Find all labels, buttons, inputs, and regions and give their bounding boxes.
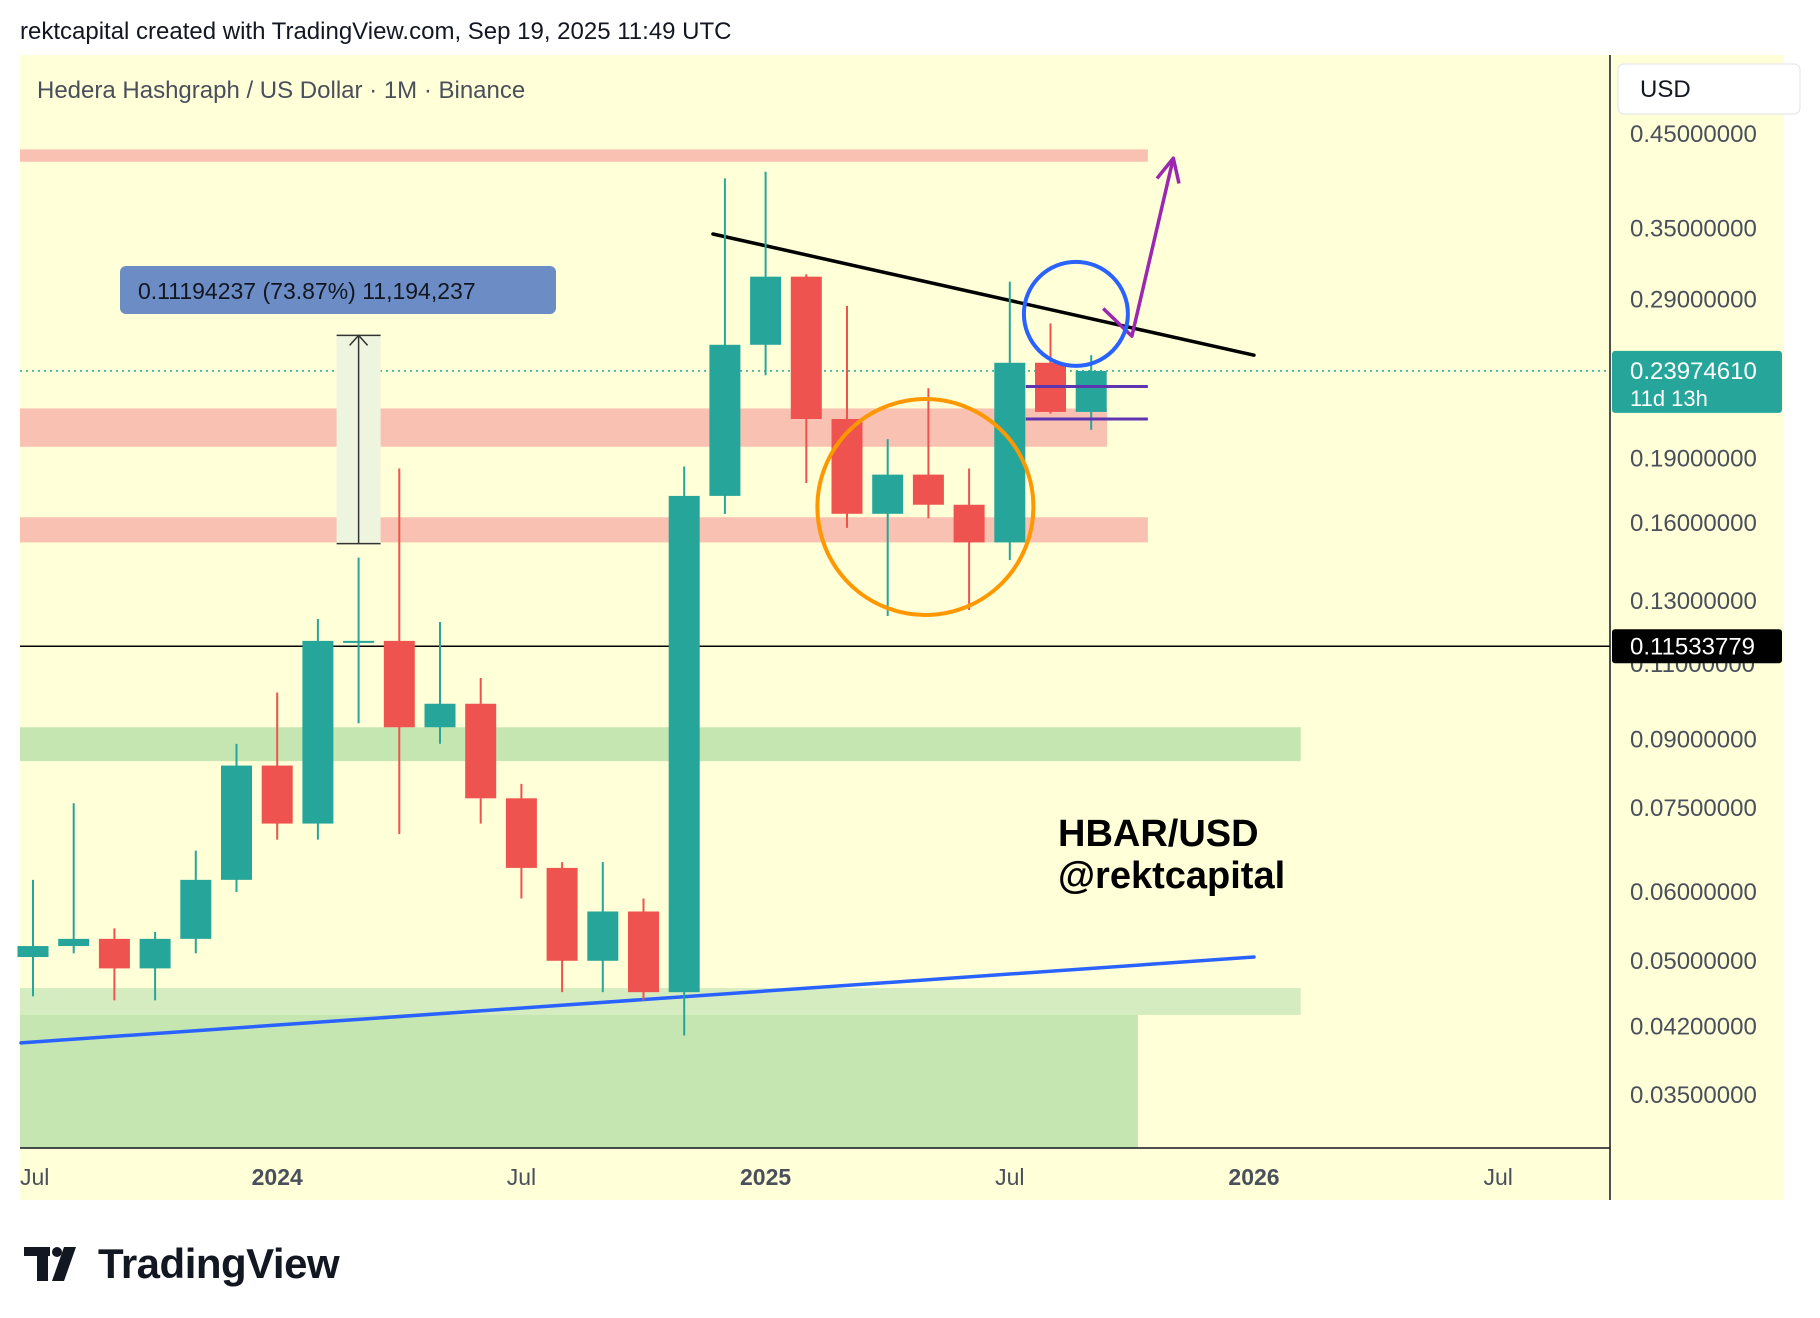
measure-tool-label: 0.11194237 (73.87%) 11,194,237	[138, 278, 476, 304]
candle-up	[17, 946, 49, 958]
measure-tool-label-box	[120, 266, 556, 314]
x-tick-label: Jul	[1483, 1164, 1512, 1190]
watermark-annotation: HBAR/USD @rektcapital	[1058, 813, 1285, 897]
candle-down	[383, 640, 415, 728]
resistance-zone	[20, 408, 1108, 447]
candle-up	[709, 344, 741, 496]
orange-highlight-circle	[815, 396, 1036, 617]
candle-down	[790, 276, 822, 419]
candle-down	[628, 911, 659, 993]
x-tick-label: Jul	[20, 1164, 49, 1190]
x-tick-label: Jul	[995, 1164, 1024, 1190]
y-tick-label: 0.35000000	[1630, 216, 1757, 243]
candle-down	[98, 938, 130, 969]
candle-up	[180, 879, 212, 939]
candle-up	[302, 640, 334, 824]
support-zone	[20, 1014, 1138, 1148]
support-zone	[20, 988, 1301, 1015]
current-price-badge	[1612, 350, 1782, 413]
chart-title: Hedera Hashgraph / US Dollar · 1M · Bina…	[37, 77, 525, 104]
current-price-countdown: 11d 13h	[1630, 386, 1708, 411]
ascending-support-trendline	[19, 955, 1256, 1045]
candle-up	[668, 495, 700, 993]
currency-label: USD	[1640, 76, 1691, 103]
candle-down	[505, 798, 537, 868]
y-tick-label: 0.06000000	[1630, 879, 1757, 906]
y-tick-label: 0.05000000	[1630, 948, 1757, 975]
currency-selector[interactable]: USD	[1617, 63, 1801, 115]
annotation-line1: HBAR/USD	[1058, 813, 1259, 855]
axis-layer: 0.45000000 0.35000000 0.29000000 0.19000000…	[20, 55, 1782, 1200]
x-tick-label: 2024	[252, 1164, 303, 1190]
y-tick-label: 0.45000000	[1630, 121, 1757, 148]
footer-brand: TradingView	[98, 1240, 340, 1287]
y-tick-label: 0.04200000	[1630, 1013, 1757, 1040]
lines-layer: 0.11194237 (73.87%) 11,194,237	[19, 232, 1610, 1045]
candles-layer	[17, 171, 1107, 1036]
candle-down	[953, 504, 985, 543]
projection-arrow-path	[1101, 157, 1176, 338]
candle-up	[343, 640, 375, 643]
footer-logo[interactable]: TradingView	[24, 1240, 340, 1288]
x-tick-label: 2026	[1228, 1164, 1279, 1190]
tradingview-logo-icon	[24, 1247, 76, 1281]
candle-up	[58, 938, 90, 947]
y-tick-label: 0.29000000	[1630, 286, 1757, 313]
drawings-layer	[815, 156, 1181, 617]
candle-up	[139, 938, 171, 969]
resistance-zone	[20, 149, 1148, 162]
blue-highlight-circle	[1021, 259, 1130, 368]
current-price-label: 0.23974610	[1630, 358, 1757, 385]
y-tick-label: 0.19000000	[1630, 445, 1757, 472]
candle-down	[546, 867, 578, 961]
candle-down	[912, 474, 944, 505]
descending-resistance-trendline	[711, 232, 1256, 357]
candle-up	[587, 911, 619, 961]
horizontal-level-label: 0.11533779	[1630, 633, 1755, 660]
candle-up	[750, 276, 782, 345]
y-tick-label: 0.07500000	[1630, 795, 1757, 822]
projection-arrow-head	[1155, 156, 1181, 184]
chart-header-credit: rektcapital created with TradingView.com…	[20, 18, 732, 45]
x-tick-label: Jul	[507, 1164, 536, 1190]
candle-up	[872, 474, 904, 514]
y-tick-label: 0.03500000	[1630, 1082, 1757, 1109]
horizontal-level-badge	[1612, 629, 1782, 664]
candle-down	[465, 703, 497, 799]
candle-down	[261, 765, 293, 824]
candle-up	[424, 703, 456, 728]
support-zone	[20, 727, 1301, 762]
y-tick-label: 0.16000000	[1630, 510, 1757, 537]
measure-tool-arrow	[349, 334, 369, 346]
candle-up	[221, 765, 252, 880]
y-tick-label: 0.09000000	[1630, 727, 1757, 754]
annotation-line2: @rektcapital	[1058, 855, 1285, 897]
y-tick-label: 0.13000000	[1630, 588, 1757, 615]
x-tick-label: 2025	[740, 1164, 791, 1190]
candle-up	[1075, 371, 1107, 412]
